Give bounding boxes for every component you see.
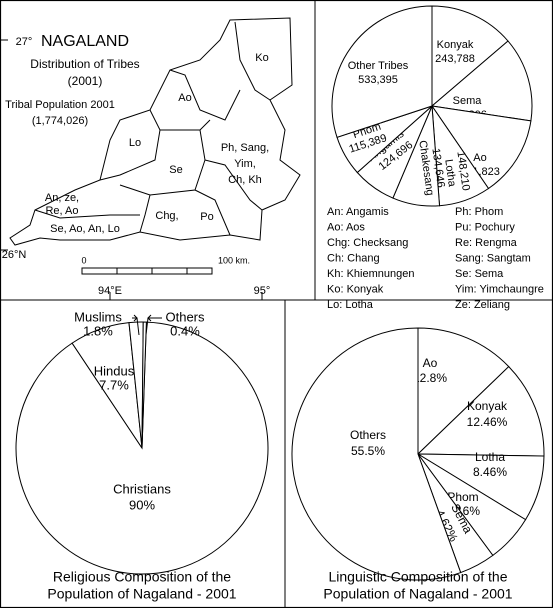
abbreviation: Ch: Chang bbox=[327, 252, 380, 264]
slice-label: Konyak bbox=[437, 39, 474, 51]
value-label: 12.8% bbox=[413, 371, 447, 385]
abbreviation: Ph: Phom bbox=[455, 206, 503, 218]
value-label: 90% bbox=[129, 497, 155, 512]
chart-title: Population of Nagaland - 2001 bbox=[47, 586, 236, 602]
region-label: Ch, Kh bbox=[228, 174, 262, 186]
chart-title: Population of Nagaland - 2001 bbox=[323, 586, 512, 602]
slice-label: Muslims bbox=[74, 309, 122, 324]
scale-label: 100 km. bbox=[218, 255, 250, 265]
abbreviation: Lo: Lotha bbox=[327, 299, 374, 311]
pie-charts: Konyak243,788Sema241,806Ao231,823Lotha14… bbox=[15, 5, 545, 602]
region-label: Se, Ao, An, Lo bbox=[50, 223, 120, 235]
abbreviation: Ao: Aos bbox=[327, 221, 365, 233]
abbreviation: Kh: Khiemnungen bbox=[327, 268, 414, 280]
slice-label: Konyak bbox=[467, 399, 508, 413]
district-boundary bbox=[234, 21, 271, 101]
district-boundary bbox=[204, 159, 263, 211]
slice-label: Christians bbox=[113, 481, 171, 496]
abbreviation: Se: Sema bbox=[455, 268, 504, 280]
district-boundary bbox=[169, 69, 241, 121]
coordinate-label: 26°N bbox=[2, 249, 27, 261]
value-label: 12.46% bbox=[467, 415, 508, 429]
map-subtitle: (2001) bbox=[68, 74, 103, 88]
slice-label: Sema bbox=[453, 95, 483, 107]
pie-slice bbox=[431, 5, 509, 108]
leader-line bbox=[145, 314, 162, 336]
slice-label: Lotha bbox=[442, 159, 458, 189]
coordinate-label: 94°E bbox=[98, 285, 122, 297]
state-outline bbox=[9, 17, 301, 246]
slice-label: Lotha bbox=[475, 450, 505, 464]
value-label: 8.46% bbox=[473, 465, 507, 479]
map-title: NAGALAND bbox=[41, 33, 129, 50]
region-label: Ko bbox=[255, 52, 268, 64]
leader-line bbox=[132, 314, 140, 336]
region-label: Po bbox=[200, 211, 213, 223]
region-label: Se bbox=[169, 164, 182, 176]
coordinate-tick bbox=[0, 39, 263, 300]
region-label: Ph, Sang, bbox=[221, 142, 269, 154]
population-label: Tribal Population 2001 bbox=[5, 99, 115, 111]
value-label: 7.7% bbox=[99, 377, 129, 392]
pie-slice bbox=[416, 365, 545, 457]
region-label: Re, Ao bbox=[45, 205, 78, 217]
abbreviation: Sang: Sangtam bbox=[455, 252, 531, 264]
abbreviation: Chg: Checksang bbox=[327, 237, 408, 249]
slice-label: Phom bbox=[447, 490, 478, 504]
value-label: 533,395 bbox=[358, 74, 398, 86]
coordinate-label: 27° bbox=[16, 36, 33, 48]
pie-chart: Ao12.8%Konyak12.46%Lotha8.46%Phom6.16%Se… bbox=[291, 327, 545, 602]
slice-label: Others bbox=[350, 428, 386, 442]
chart-title: Linguistic Composition of the bbox=[329, 569, 508, 585]
district-boundary bbox=[99, 109, 161, 181]
value-label: 134,646 bbox=[429, 147, 446, 188]
pie-slice bbox=[417, 327, 510, 456]
district-boundary bbox=[194, 189, 231, 236]
abbreviation: Ze: Zeliang bbox=[455, 299, 510, 311]
pie-slice bbox=[331, 5, 433, 138]
region-label: Ao bbox=[178, 92, 191, 104]
abbreviation: An: Angamis bbox=[327, 206, 389, 218]
coordinate-label: 95° bbox=[254, 285, 271, 297]
slice-label: Ao bbox=[423, 356, 438, 370]
pie-slice bbox=[430, 105, 532, 190]
region-label: An, ze, bbox=[45, 192, 79, 204]
pie-slice bbox=[291, 327, 462, 581]
pie-slice bbox=[141, 321, 147, 449]
value-label: 148,210 bbox=[454, 150, 471, 191]
slice-label: Hindus bbox=[94, 363, 135, 378]
district-boundary bbox=[139, 194, 151, 233]
leader-lines bbox=[132, 314, 162, 336]
map bbox=[0, 17, 301, 300]
pie-slice bbox=[430, 40, 533, 122]
scale-bar bbox=[81, 267, 213, 275]
value-label: 1.8% bbox=[83, 323, 113, 338]
value-label: 0.4% bbox=[170, 323, 200, 338]
chart-title: Religious Composition of the bbox=[53, 569, 231, 585]
district-boundary bbox=[160, 119, 211, 131]
value-label: 55.5% bbox=[351, 444, 385, 458]
district-boundary bbox=[34, 209, 140, 219]
abbreviation-legend: An: Angamis Ao: Aos Chg: Checksang Ch: Chan… bbox=[327, 206, 544, 311]
abbreviation: Yim: Yimchaungre bbox=[455, 283, 544, 295]
region-label: Chg, bbox=[155, 210, 178, 222]
map-subtitle: Distribution of Tribes bbox=[30, 57, 139, 71]
slice-label: Ao bbox=[473, 152, 486, 164]
slice-label: Others bbox=[165, 309, 205, 324]
scale-label: 0 bbox=[81, 255, 86, 265]
slice-label: Other Tribes bbox=[348, 60, 409, 72]
map-labels: NAGALAND Distribution of Tribes (2001) T… bbox=[2, 33, 271, 297]
region-label: Yim, bbox=[234, 158, 256, 170]
population-label: (1,774,026) bbox=[32, 115, 88, 127]
region-label: Lo bbox=[129, 137, 141, 149]
abbreviation: Re: Rengma bbox=[455, 237, 518, 249]
value-label: 243,788 bbox=[435, 53, 475, 65]
pie-chart: Konyak243,788Sema241,806Ao231,823Lotha14… bbox=[331, 5, 533, 207]
abbreviation: Ko: Konyak bbox=[327, 283, 384, 295]
abbreviation: Pu: Pochury bbox=[455, 221, 515, 233]
